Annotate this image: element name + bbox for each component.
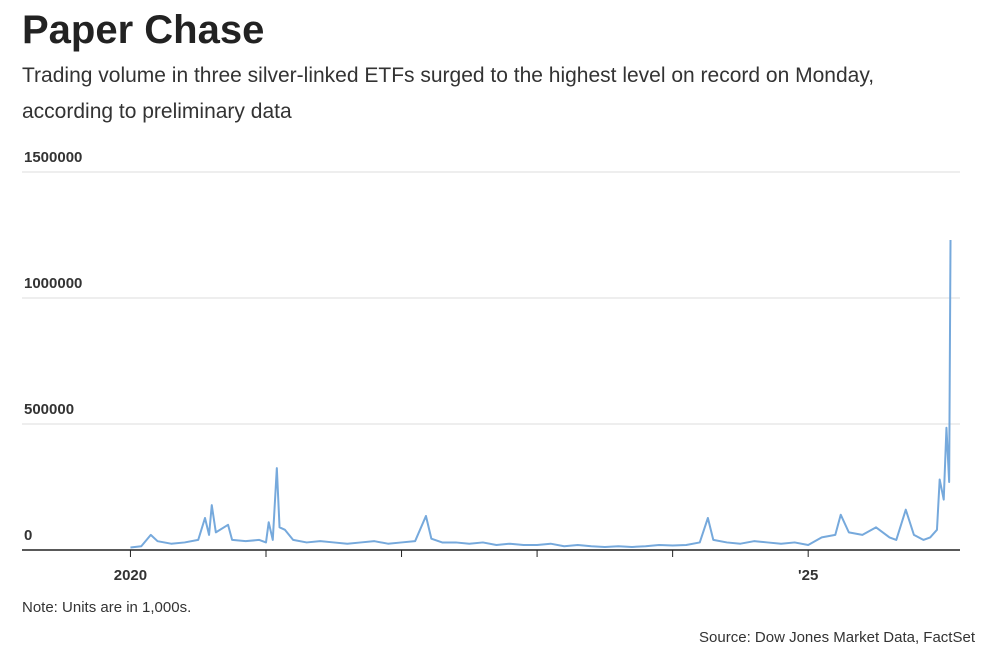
x-tick-label: '25 (798, 567, 818, 584)
y-tick-label: 1000000 (24, 275, 82, 292)
chart-title: Paper Chase (22, 8, 265, 52)
y-tick-label: 0 (24, 527, 32, 544)
y-tick-label: 500000 (24, 401, 74, 418)
chart-subtitle: Trading volume in three silver-linked ET… (22, 64, 875, 123)
source: Source: Dow Jones Market Data, FactSet (699, 629, 976, 646)
x-tick-label: 2020 (114, 567, 147, 584)
note: Note: Units are in 1,000s. (22, 599, 191, 616)
series-line (130, 240, 952, 549)
y-tick-label: 1500000 (24, 149, 82, 166)
